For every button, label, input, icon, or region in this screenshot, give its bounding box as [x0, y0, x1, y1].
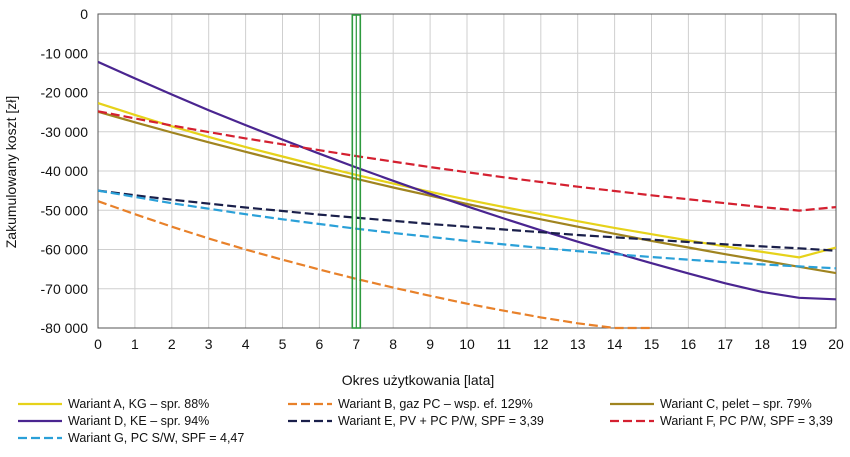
legend-item-5: Wariant E, PV + PC P/W, SPF = 3,39	[288, 414, 544, 428]
legend-item-7: Wariant G, PC S/W, SPF = 4,47	[18, 431, 244, 445]
y-tick-label: 0	[80, 6, 88, 22]
marker-layer	[351, 14, 362, 329]
x-tick-label: 16	[681, 336, 697, 352]
legend-item-1: Wariant A, KG – spr. 88%	[18, 397, 209, 411]
x-tick-label: 2	[168, 336, 176, 352]
x-tick-label: 17	[718, 336, 734, 352]
y-tick-label: -10 000	[41, 45, 89, 61]
legend-label: Wariant G, PC S/W, SPF = 4,47	[68, 431, 244, 445]
legend-label: Wariant B, gaz PC – wsp. ef. 129%	[338, 397, 533, 411]
x-tick-label: 12	[533, 336, 549, 352]
legend-label: Wariant A, KG – spr. 88%	[68, 397, 209, 411]
legend: Wariant A, KG – spr. 88% Wariant B, gaz P…	[18, 397, 833, 445]
x-tick-label: 20	[828, 336, 844, 352]
y-tick-label: -50 000	[41, 202, 89, 218]
x-tick-label: 18	[754, 336, 770, 352]
y-tick-label: -70 000	[41, 281, 89, 297]
x-tick-label: 3	[205, 336, 213, 352]
x-tick-label: 14	[607, 336, 623, 352]
legend-label: Wariant D, KE – spr. 94%	[68, 414, 209, 428]
legend-label: Wariant F, PC P/W, SPF = 3,39	[660, 414, 833, 428]
legend-label: Wariant E, PV + PC P/W, SPF = 3,39	[338, 414, 544, 428]
y-axis-title: Zakumulowany koszt [zł]	[3, 96, 19, 249]
x-tick-label: 8	[389, 336, 397, 352]
x-tick-label: 4	[242, 336, 250, 352]
series-line-3	[98, 110, 836, 275]
x-tick-label: 9	[426, 336, 434, 352]
legend-item-4: Wariant D, KE – spr. 94%	[18, 414, 209, 428]
y-tick-labels: 0 -10 000 -20 000 -30 000 -40 000 -50 000 -60 …	[41, 6, 89, 336]
x-tick-labels: 0 1 2 3 4 5 6 7 8 9 10 11 12 13 14 15 16 17 18 19 20	[94, 336, 844, 352]
x-tick-label: 13	[570, 336, 586, 352]
x-tick-label: 19	[791, 336, 807, 352]
legend-item-6: Wariant F, PC P/W, SPF = 3,39	[610, 414, 833, 428]
y-tick-label: -60 000	[41, 242, 89, 258]
x-tick-label: 0	[94, 336, 102, 352]
y-tick-label: -40 000	[41, 163, 89, 179]
series-line-7	[98, 189, 836, 270]
plot-border	[97, 13, 837, 329]
series-line-4	[98, 60, 836, 301]
plot-frame	[97, 13, 837, 329]
legend-label: Wariant C, pelet – spr. 79%	[660, 397, 812, 411]
grid	[97, 13, 837, 329]
x-tick-label: 5	[279, 336, 287, 352]
series-line-2	[98, 200, 652, 330]
x-tick-label: 10	[459, 336, 475, 352]
x-tick-label: 11	[497, 336, 512, 352]
y-tick-label: -80 000	[41, 320, 89, 336]
legend-item-2: Wariant B, gaz PC – wsp. ef. 129%	[288, 397, 533, 411]
x-axis-title: Okres użytkowania [lata]	[342, 372, 495, 388]
x-tick-label: 1	[131, 336, 139, 352]
legend-item-3: Wariant C, pelet – spr. 79%	[610, 397, 812, 411]
x-tick-label: 6	[316, 336, 324, 352]
series-line-5	[98, 189, 836, 252]
series-line-6	[98, 110, 836, 212]
x-tick-label: 15	[644, 336, 660, 352]
y-tick-label: -20 000	[41, 85, 89, 101]
series-layer	[98, 60, 836, 330]
x-tick-label: 7	[352, 336, 360, 352]
y-tick-label: -30 000	[41, 124, 89, 140]
